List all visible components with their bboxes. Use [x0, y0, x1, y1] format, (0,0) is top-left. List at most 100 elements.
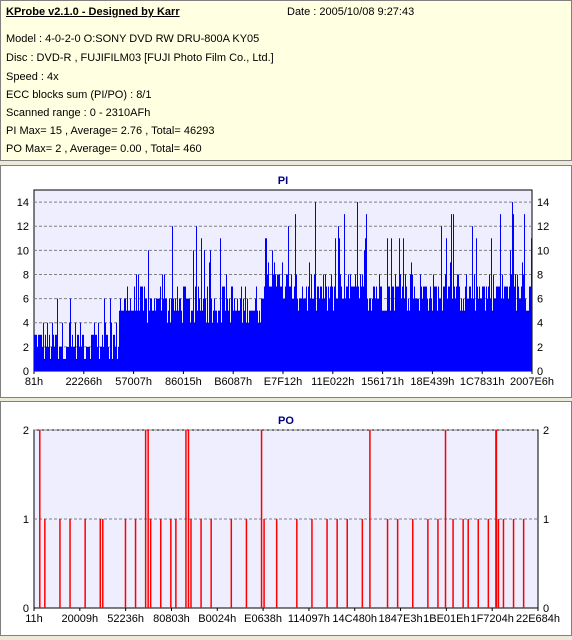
pi-bar: [507, 286, 508, 371]
po-bar: [452, 519, 454, 608]
x-tick-label: 22266h: [65, 376, 102, 388]
pi-bar: [386, 310, 387, 371]
pi-bar: [85, 358, 86, 371]
pi-bar: [271, 286, 272, 371]
pi-bar: [265, 238, 266, 371]
pi-bar: [190, 322, 191, 371]
pi-bar: [411, 262, 412, 371]
pi-bar: [438, 286, 439, 371]
pi-bar: [323, 274, 324, 371]
app-title: KProbe v2.1.0 - Designed by Karr: [6, 6, 180, 18]
pi-bar: [481, 298, 482, 371]
pi-bar: [107, 334, 108, 371]
pi-bar: [272, 250, 273, 371]
pi-bar: [322, 298, 323, 371]
pi-bar: [171, 298, 172, 371]
pi-bar: [520, 298, 521, 371]
pi-bar: [65, 358, 66, 371]
pi-bar: [83, 334, 84, 371]
pi-bar: [288, 226, 289, 371]
pi-bar: [430, 286, 431, 371]
pi-bar: [315, 202, 316, 371]
pi-bar: [66, 346, 67, 371]
pi-bar: [361, 286, 362, 371]
po-bar: [175, 519, 177, 608]
pi-bar: [424, 286, 425, 371]
pi-bar: [160, 286, 161, 371]
pi-bar: [114, 334, 115, 371]
pi-bar: [154, 298, 155, 371]
po-bar: [185, 430, 187, 608]
pi-bar: [459, 286, 460, 371]
po-bar: [59, 519, 61, 608]
pi-bar: [48, 346, 49, 371]
pi-bar: [285, 286, 286, 371]
pi-bar: [72, 334, 73, 371]
pi-bar: [64, 358, 65, 371]
pi-bar: [349, 298, 350, 371]
pi-bar: [329, 298, 330, 371]
po-bar: [444, 430, 447, 608]
pi-bar: [367, 298, 368, 371]
y-tick-label-left: 2: [23, 425, 29, 437]
pi-bar: [289, 286, 290, 371]
pi-bar: [191, 310, 192, 371]
pi-bar: [395, 274, 396, 371]
pi-bar: [223, 286, 224, 371]
pi-bar: [175, 298, 176, 371]
pi-bar: [195, 286, 196, 371]
po-chart: PO 0 0 1 1 2 2 11h 20009h 52236h 80803h B0024h E0638…: [23, 415, 560, 625]
pi-bar: [86, 346, 87, 371]
po-bar: [160, 519, 162, 608]
pi-bar: [172, 226, 173, 371]
pi-bar: [390, 310, 391, 371]
pi-bar: [346, 286, 347, 371]
pi-bar: [143, 310, 144, 371]
pi-bar: [110, 298, 111, 371]
chart-title: PO: [278, 415, 294, 427]
pi-bar: [263, 298, 264, 371]
pi-bar: [523, 274, 524, 371]
pi-bar: [317, 286, 318, 371]
x-tick-label: 1847E3h: [379, 613, 423, 625]
pi-bar: [155, 310, 156, 371]
pi-bar: [415, 298, 416, 371]
pi-bar: [501, 298, 502, 371]
po-bar: [326, 519, 328, 608]
pi-bar: [372, 298, 373, 371]
pi-bar: [351, 286, 352, 371]
pi-bar: [484, 286, 485, 371]
pi-bar: [445, 274, 446, 371]
pi-bar: [68, 346, 69, 371]
pi-bar: [479, 286, 480, 371]
pi-bar: [448, 286, 449, 371]
x-tick-label: 20009h: [61, 613, 98, 625]
pi-bar: [355, 274, 356, 371]
pi-bar: [47, 322, 48, 371]
pi-bar: [509, 286, 510, 371]
pi-bar: [401, 298, 402, 371]
pi-bar: [422, 298, 423, 371]
pi-bar: [133, 310, 134, 371]
pi-bar: [425, 286, 426, 371]
pi-bar: [302, 286, 303, 371]
pi-bar: [88, 346, 89, 371]
x-tick-label: 14C480h: [332, 613, 377, 625]
pi-bar: [348, 274, 349, 371]
pi-bar: [134, 286, 135, 371]
pi-bar: [435, 286, 436, 371]
pi-bar: [226, 274, 227, 371]
pi-bar: [374, 286, 375, 371]
po-bar: [210, 519, 212, 608]
pi-bar: [221, 322, 222, 371]
pi-bar: [426, 286, 427, 371]
pi-bar: [284, 298, 285, 371]
pi-bar: [275, 274, 276, 371]
pi-bar: [140, 286, 141, 371]
pi-bar: [213, 310, 214, 371]
pi-bar: [342, 298, 343, 371]
x-tick-label: 57007h: [115, 376, 152, 388]
pi-bar: [454, 286, 455, 371]
y-tick-label-right: 10: [537, 245, 549, 257]
pi-bar: [488, 286, 489, 371]
